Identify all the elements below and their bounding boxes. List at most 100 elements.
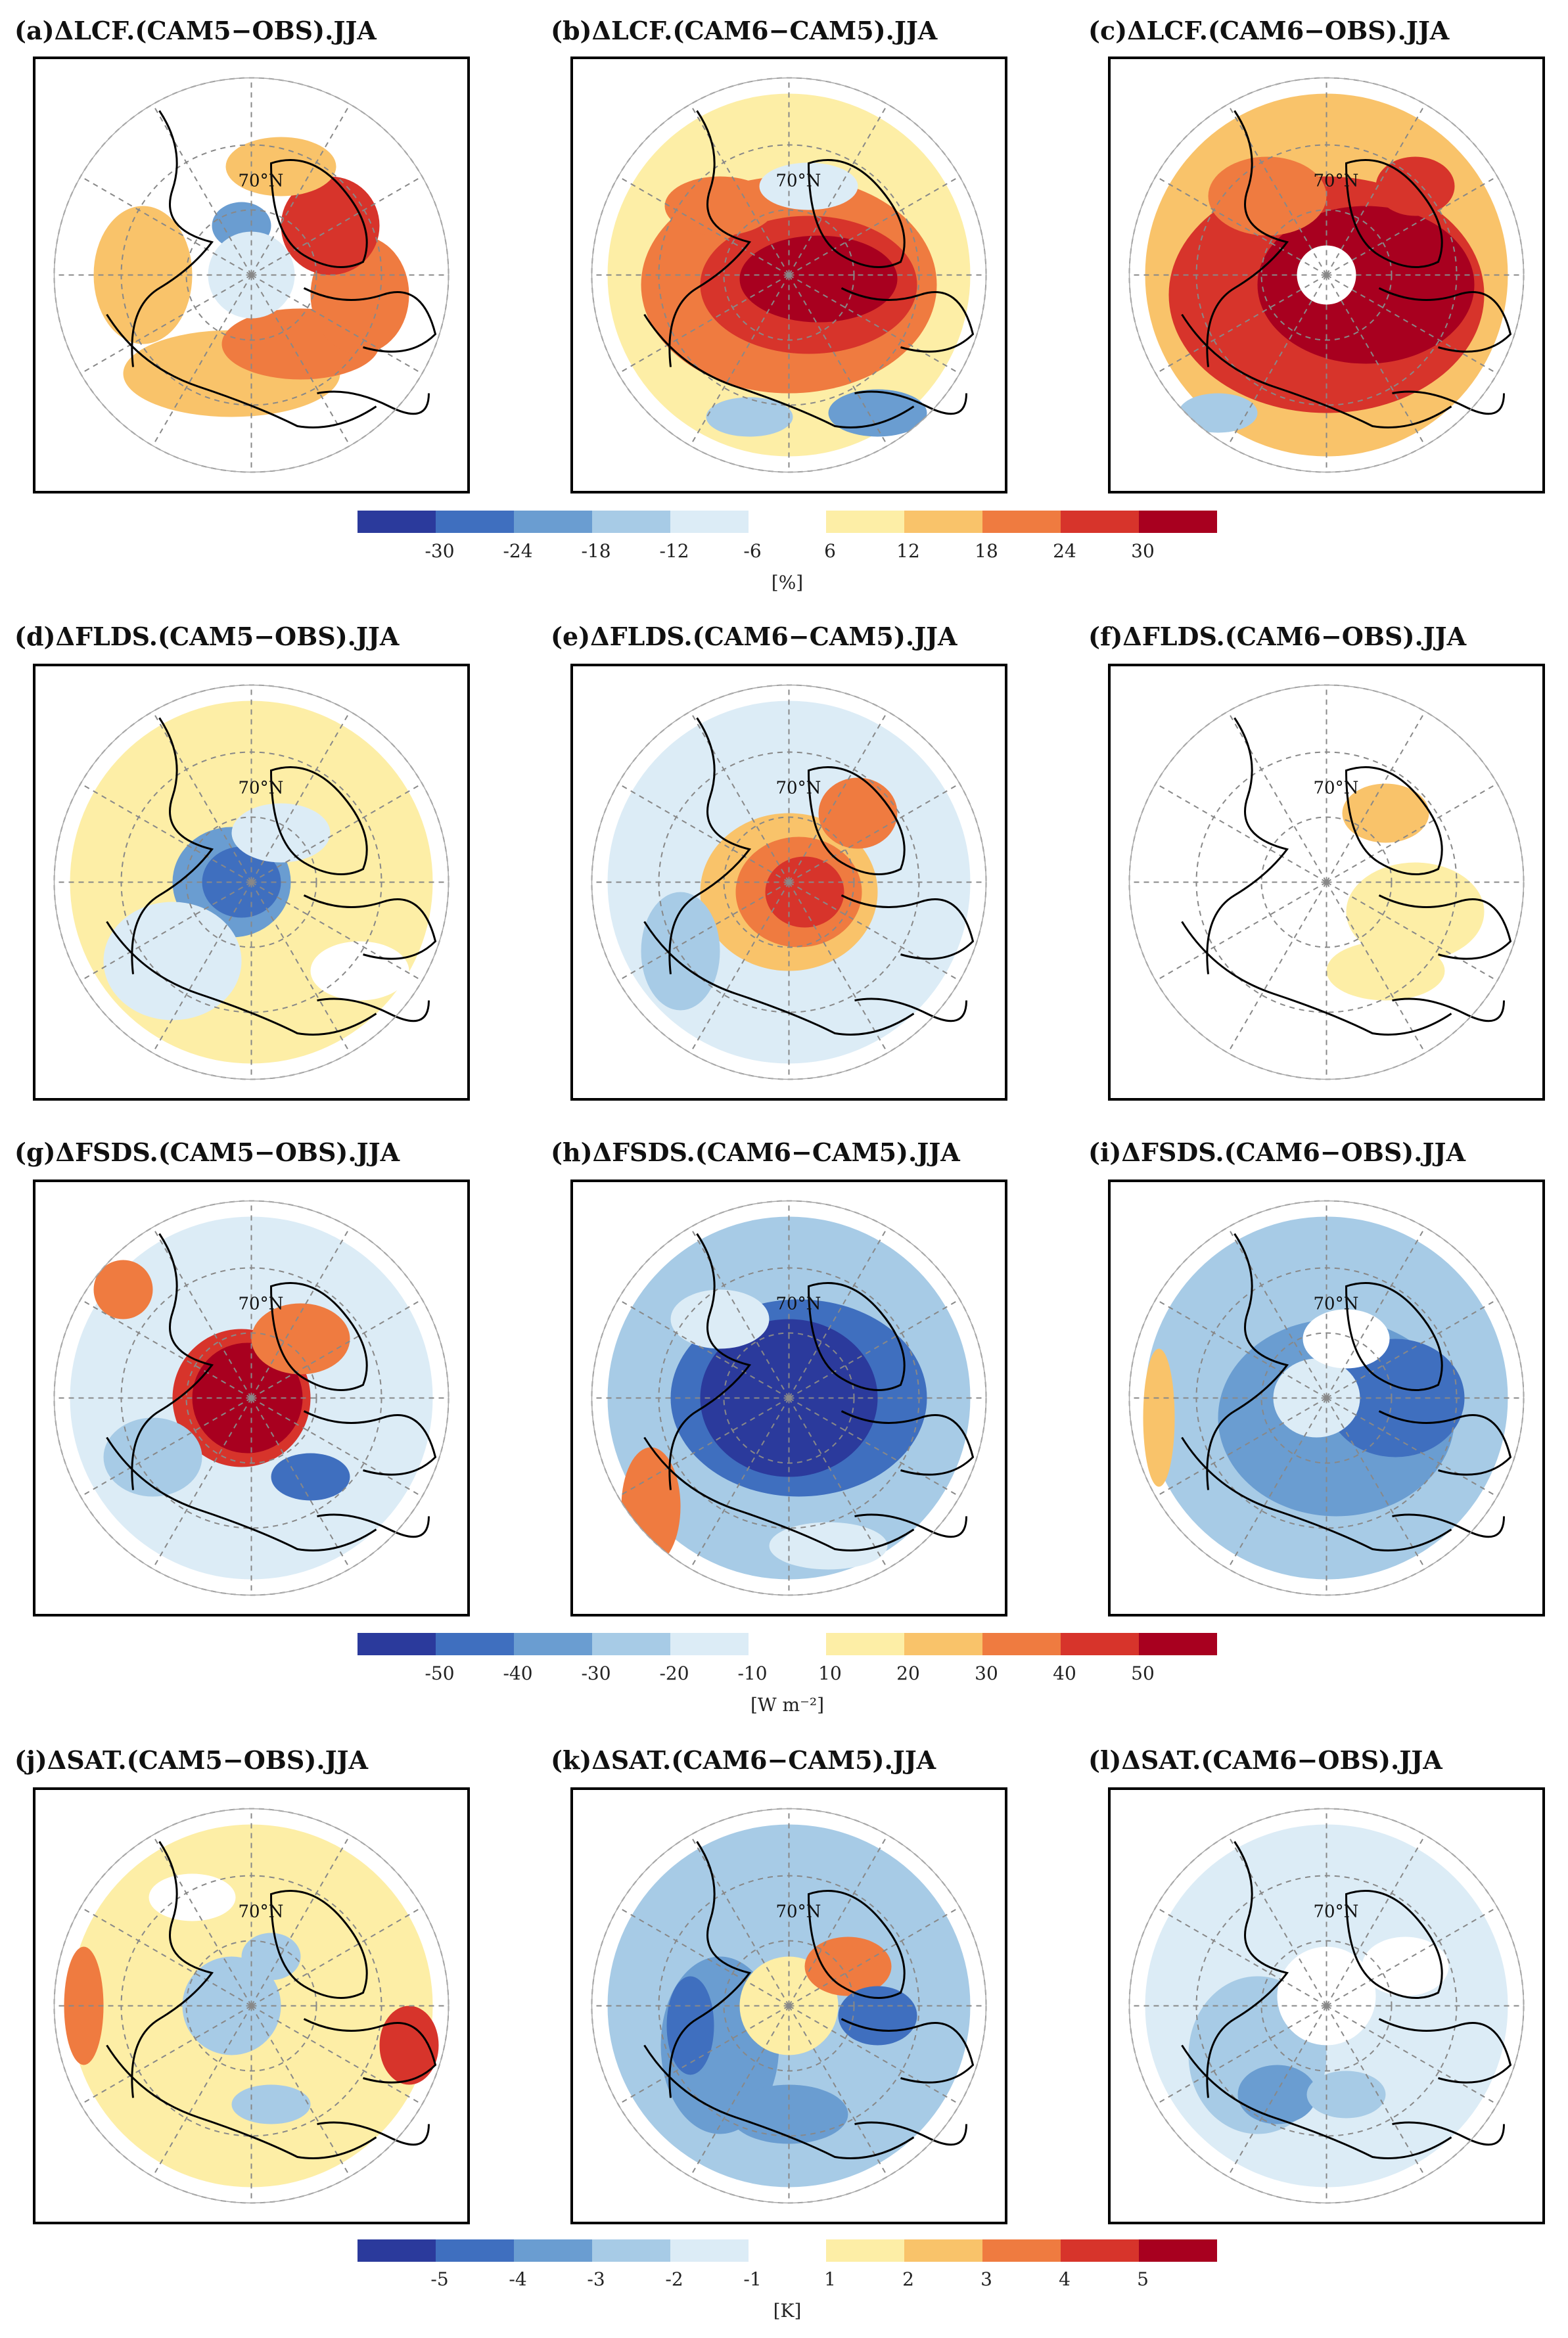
colorbar-segment [1061,2239,1140,2262]
latitude-gridline [185,816,317,948]
coastline [1206,1233,1289,1490]
meridian-gridline [1326,1397,1498,1498]
panel-k-title: (k)ΔSAT.(CAM6−CAM5).JJA [551,1745,936,1775]
polar-map: 70°N [591,1808,987,2204]
latitude-label: 70°N [776,779,821,798]
meridian-gridline [689,2005,790,2177]
colorbar-segment [826,511,905,533]
colorbar-radiation-tick: -30 [581,1662,611,1684]
polar-map: 70°N [1128,1200,1525,1596]
meridian-gridline [152,274,252,446]
meridian-gridline [788,881,960,982]
anomaly-field [607,93,971,457]
meridian-gridline [250,1227,351,1398]
colorbar-segment [748,1633,827,1655]
colorbar-segment [748,2239,827,2262]
meridian-gridline [1155,783,1327,883]
meridian-gridline [618,274,789,375]
polar-map: 70°N [1128,1808,1525,2204]
coastline [317,1513,430,1538]
meridian-gridline [788,1397,960,1498]
anomaly-contour [1257,206,1475,364]
meridian-gridline [689,1835,790,2006]
colorbar-segment [591,2239,670,2262]
colorbar-segment [904,511,983,533]
meridian-gridline [1326,175,1498,276]
meridian-gridline [1155,1397,1327,1498]
meridian-gridline [250,175,423,276]
coastline [1181,313,1452,428]
panel-l-map: 70°N [1108,1787,1545,2224]
meridian-gridline [1326,1397,1426,1569]
anomaly-contour [103,902,242,1020]
meridian-gridline [80,1397,252,1498]
coastline [317,390,430,415]
panel-j-map: 70°N [33,1787,470,2224]
anomaly-contour [271,1453,350,1501]
panel-i-title: (i)ΔFSDS.(CAM6−OBS).JJA [1088,1137,1465,1167]
meridian-gridline [80,1906,252,2007]
meridian-gridline [618,783,789,883]
latitude-gridline [1260,209,1393,341]
coastline [106,2044,377,2159]
colorbar-radiation-tick: -20 [659,1662,689,1684]
colorbar-segment [1139,1633,1217,1655]
anomaly-contour [103,1417,202,1497]
anomaly-contour [804,1937,892,1996]
colorbar-radiation [357,1633,1217,1655]
polar-map: 70°N [1128,77,1525,473]
anomaly-contour [1178,393,1258,433]
colorbar-segment [904,2239,983,2262]
latitude-gridline [723,1940,855,2072]
anomaly-contour [149,1873,236,1921]
coastline [807,766,906,875]
coastline [841,1410,975,1476]
coastline [854,1513,967,1538]
colorbar-segment [826,2239,905,2262]
coastline [1181,1436,1452,1551]
coastline [841,2018,975,2084]
panel-j-title: (j)ΔSAT.(CAM5−OBS).JJA [14,1745,369,1775]
meridian-gridline [788,1835,888,2006]
polar-map: 70°N [53,77,450,473]
anomaly-contour [1346,862,1485,961]
coastline [131,110,214,367]
coastline [1378,287,1512,353]
map-boundary [1128,77,1525,473]
meridian-gridline [1155,1298,1327,1399]
colorbar-segment [748,511,827,533]
meridian-gridline [250,881,423,982]
colorbar-segment [670,511,749,533]
latitude-label: 70°N [239,779,284,798]
colorbar-segment [513,2239,592,2262]
anomaly-contour [1208,156,1327,236]
anomaly-contour [1326,941,1445,1001]
map-boundary [1128,684,1525,1080]
coastline [106,921,377,1036]
polar-map: 70°N [53,684,450,1080]
coastline [807,1890,906,1999]
panel-d-map: 70°N [33,664,470,1101]
meridian-gridline [1227,274,1327,446]
anomaly-contour [641,892,720,1011]
polar-map: 70°N [1128,684,1525,1080]
panel-g-title: (g)ΔFSDS.(CAM5−OBS).JJA [14,1137,400,1167]
meridian-gridline [1326,1906,1498,2007]
meridian-gridline [80,881,252,982]
coastline [643,313,915,428]
meridian-gridline [1227,104,1327,275]
map-boundary [591,1808,987,2204]
meridian-gridline [1155,881,1327,982]
meridian-gridline [1326,1298,1498,1399]
panel-a-map: 70°N [33,57,470,493]
panel-i-map: 70°N [1108,1180,1545,1616]
panel-f-title: (f)ΔFLDS.(CAM6−OBS).JJA [1088,622,1467,651]
latitude-gridline [1260,1332,1393,1464]
latitude-gridline [185,1332,317,1464]
colorbar-lcf-tick: 24 [1053,540,1076,562]
anomaly-contour [251,1303,350,1375]
meridian-gridline [80,175,252,276]
coastline [643,1436,915,1551]
meridian-gridline [788,274,888,446]
